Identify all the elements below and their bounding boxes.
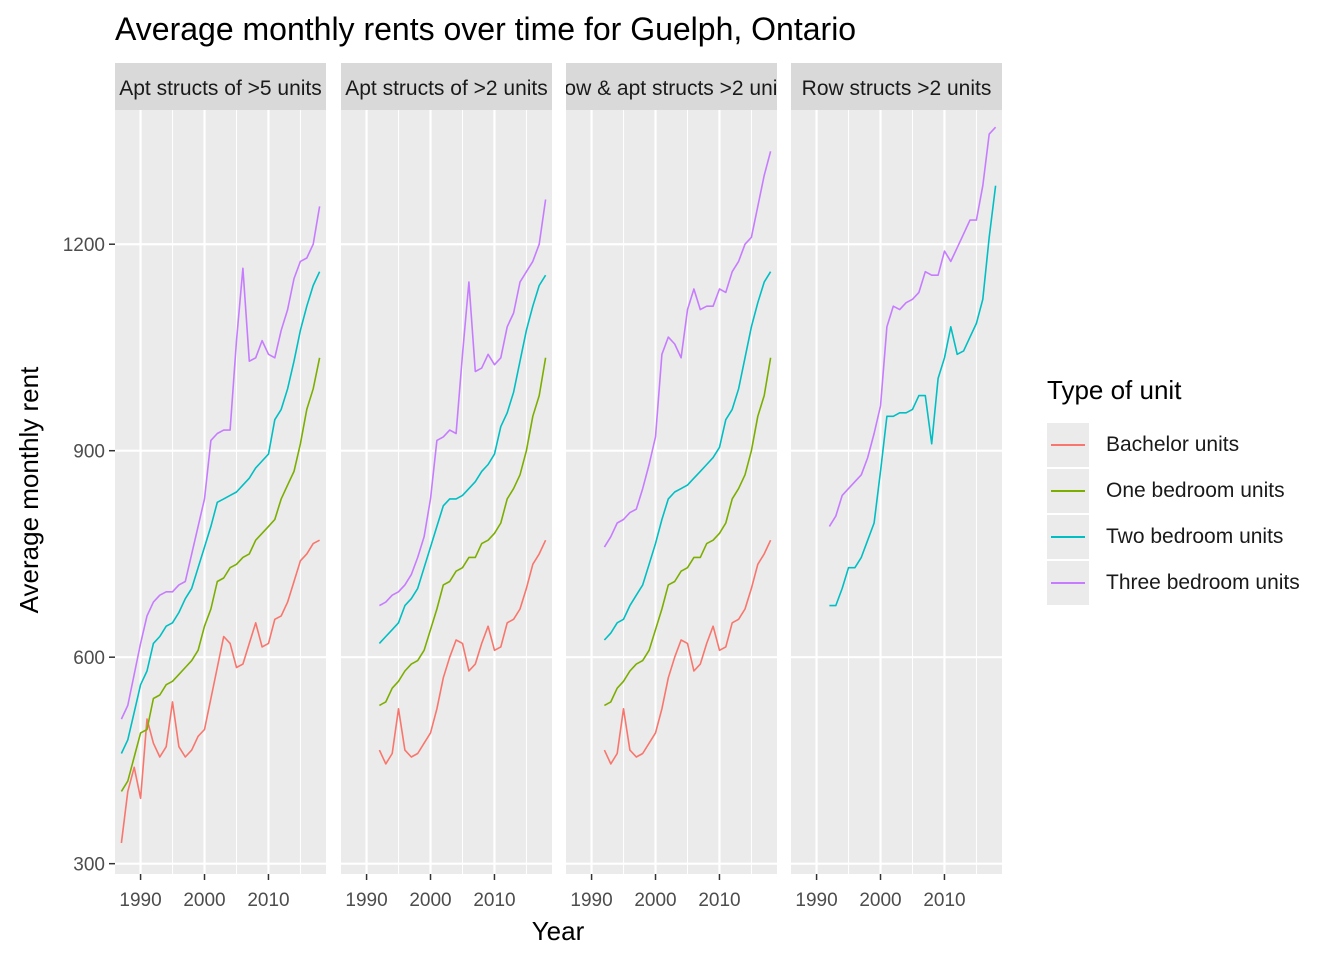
panel-background — [115, 110, 326, 874]
series-line — [120, 539, 320, 844]
legend-key-three-bedroom — [1047, 561, 1089, 605]
x-tick-label: 2010 — [473, 890, 515, 911]
y-tick-label: 600 — [73, 648, 105, 669]
legend-item-bachelor: Bachelor units — [1030, 422, 1330, 468]
series-line — [120, 271, 321, 754]
legend-item-three-bedroom: Three bedroom units — [1030, 560, 1330, 606]
legend-label: Bachelor units — [1106, 433, 1240, 456]
series-line — [603, 271, 772, 641]
facet-strip — [566, 63, 777, 110]
series-line — [379, 357, 547, 707]
legend: Type of unit Bachelor units One bedroom … — [1030, 375, 1330, 606]
x-tick-label: 1990 — [795, 890, 837, 911]
x-tick-label: 2010 — [923, 890, 965, 911]
series-line — [604, 357, 772, 707]
y-axis: 300 600 900 1200 — [63, 235, 115, 876]
facet-panel: Row structs >2 units 1990 2000 2010 — [791, 63, 1002, 911]
legend-title: Type of unit — [1047, 375, 1182, 405]
panel-background — [341, 110, 552, 874]
series-line — [603, 151, 772, 548]
legend-key-one-bedroom — [1047, 469, 1089, 513]
series-line — [828, 126, 997, 527]
facet-strip — [791, 63, 1002, 110]
x-tick-label: 2010 — [247, 890, 289, 911]
x-tick-label: 1990 — [570, 890, 612, 911]
series-line — [120, 357, 321, 792]
legend-label: One bedroom units — [1106, 479, 1285, 502]
y-tick-label: 900 — [73, 442, 105, 463]
facet-strip-label: Row structs >2 units — [802, 77, 992, 100]
y-tick-label: 300 — [73, 855, 105, 876]
legend-item-two-bedroom: Two bedroom units — [1030, 514, 1330, 560]
panel-background — [566, 110, 777, 874]
x-tick-label: 2000 — [634, 890, 676, 911]
x-tick-label: 2000 — [409, 890, 451, 911]
series-line — [379, 199, 547, 607]
panel-background — [791, 110, 1002, 874]
chart-title: Average monthly rents over time for Guel… — [115, 11, 856, 47]
facet-strip-label: Row & apt structs >2 units — [549, 77, 794, 100]
facet-strip — [115, 63, 326, 110]
facet-panel: Row & apt structs >2 units 1990 2000 2010 — [549, 63, 794, 911]
facet-strip — [341, 63, 552, 110]
legend-key-two-bedroom — [1047, 515, 1089, 559]
facet-strip-label: Apt structs of >5 units — [119, 77, 322, 100]
series-line — [378, 274, 547, 644]
x-tick-label: 1990 — [345, 890, 387, 911]
series-line — [829, 185, 997, 607]
facet-strip-label: Apt structs of >2 units — [345, 77, 548, 100]
y-tick-label: 1200 — [63, 235, 105, 256]
x-tick-label: 2010 — [698, 890, 740, 911]
series-line — [603, 539, 772, 765]
series-line — [378, 539, 547, 765]
x-tick-label: 2000 — [859, 890, 901, 911]
legend-key-bachelor — [1047, 423, 1089, 467]
x-tick-label: 1990 — [119, 890, 161, 911]
x-axis-title: Year — [532, 916, 585, 946]
x-tick-label: 2000 — [183, 890, 225, 911]
legend-item-one-bedroom: One bedroom units — [1030, 468, 1330, 514]
y-axis-title: Average monthly rent — [14, 366, 44, 613]
facet-panel: Apt structs of >2 units 1990 2000 2010 — [341, 63, 552, 911]
legend-label: Two bedroom units — [1106, 525, 1284, 548]
facet-panel: Apt structs of >5 units 1990 2000 2010 — [115, 63, 326, 911]
legend-label: Three bedroom units — [1106, 571, 1300, 594]
series-line — [120, 206, 321, 720]
